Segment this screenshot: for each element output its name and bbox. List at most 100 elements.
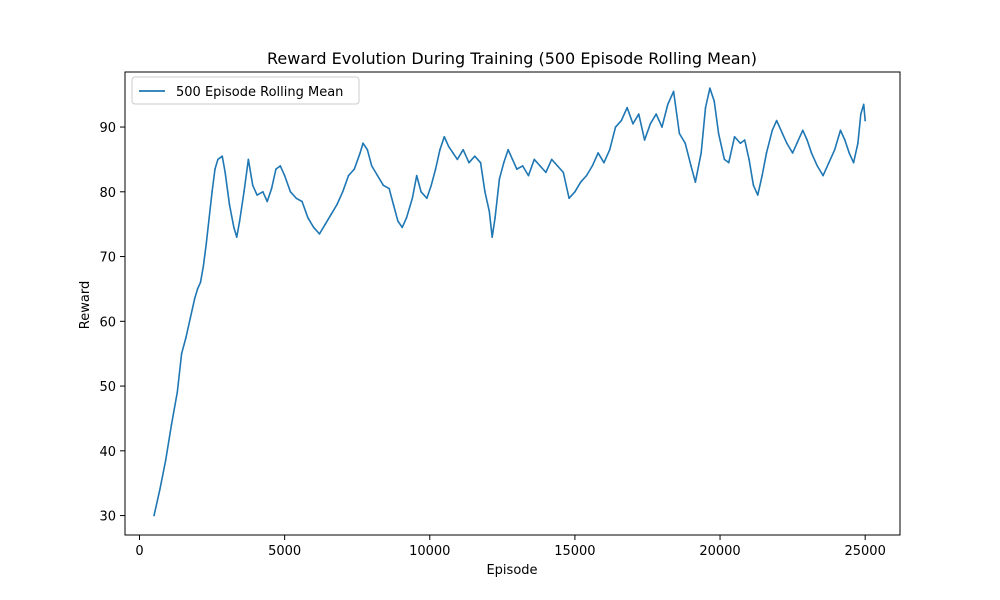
data-point: [491, 236, 493, 238]
data-point: [603, 161, 605, 164]
data-point: [844, 139, 846, 141]
data-point: [405, 216, 408, 219]
axes-frame: [124, 71, 901, 536]
data-point: [666, 103, 669, 106]
data-point: [159, 488, 161, 491]
data-point: [270, 187, 273, 190]
data-point: [208, 216, 210, 219]
data-point: [388, 187, 390, 190]
data-point: [473, 155, 476, 157]
data-point: [694, 181, 697, 183]
data-point: [224, 171, 226, 174]
data-point: [401, 226, 404, 229]
data-point: [568, 197, 570, 200]
data-point: [796, 142, 798, 145]
data-point: [312, 226, 315, 229]
data-point: [516, 168, 518, 170]
data-point: [690, 165, 692, 167]
data-point: [801, 129, 804, 132]
data-point: [620, 119, 623, 122]
data-point: [661, 126, 663, 128]
data-point: [864, 119, 866, 122]
data-point: [221, 155, 224, 157]
data-point: [781, 132, 784, 135]
data-point: [233, 226, 235, 229]
data-point: [649, 123, 652, 125]
data-point: [318, 233, 321, 235]
data-point: [655, 113, 657, 115]
data-point: [164, 459, 167, 462]
x-tick-label: 5000: [268, 544, 301, 559]
data-point: [199, 281, 202, 284]
data-point: [176, 391, 179, 394]
data-point: [452, 152, 454, 154]
data-point: [713, 100, 716, 102]
data-point: [833, 148, 836, 151]
data-point: [765, 152, 768, 154]
data-point: [376, 174, 379, 177]
data-point: [324, 223, 327, 225]
data-point: [791, 152, 794, 154]
data-point: [717, 132, 720, 135]
data-point: [196, 288, 199, 290]
x-axis-label: Episode: [486, 563, 537, 578]
data-point: [761, 174, 763, 177]
data-point: [153, 514, 155, 517]
data-point: [189, 317, 192, 319]
data-point: [228, 203, 231, 206]
data-point: [238, 220, 241, 222]
data-point: [392, 203, 395, 206]
data-point: [733, 135, 736, 138]
data-point: [700, 152, 702, 154]
data-point: [511, 158, 514, 161]
data-point: [397, 220, 399, 222]
data-point: [637, 113, 640, 115]
data-point: [330, 213, 332, 216]
chart-title: Reward Evolution During Training (500 Ep…: [267, 49, 757, 68]
data-point: [289, 191, 292, 193]
plot-layer: [153, 87, 866, 517]
axes-layer: 0 5000 10000 15000 20000 25000 30 40 50 60 70 80 90: [99, 71, 901, 559]
data-point: [295, 197, 298, 200]
data-point: [484, 191, 486, 193]
data-point: [256, 194, 258, 196]
data-point: [771, 129, 774, 132]
data-point: [456, 158, 459, 161]
data-point: [243, 191, 245, 193]
data-point: [214, 168, 216, 170]
data-point: [366, 148, 369, 151]
y-tick-label: 40: [99, 445, 116, 460]
data-point: [810, 152, 813, 154]
data-point: [494, 216, 496, 219]
data-point: [420, 191, 422, 193]
data-point: [852, 161, 855, 164]
data-point: [247, 158, 250, 161]
data-point: [362, 142, 364, 145]
x-tick-label: 15000: [554, 544, 595, 559]
x-tick-label: 25000: [844, 544, 885, 559]
y-tick-label: 80: [99, 186, 116, 201]
data-point: [848, 152, 850, 154]
data-point: [507, 148, 509, 151]
data-point: [579, 181, 582, 183]
x-tick-label: 0: [135, 544, 143, 559]
data-point: [193, 297, 196, 300]
data-point: [185, 336, 187, 339]
legend: 500 Episode Rolling Mean: [131, 76, 360, 105]
data-point: [862, 103, 865, 106]
data-point: [775, 119, 778, 122]
data-point: [743, 139, 746, 141]
x-tick-label: 10000: [409, 544, 450, 559]
data-point: [672, 90, 675, 93]
data-point: [574, 191, 576, 193]
data-point: [205, 242, 208, 245]
data-point: [828, 161, 830, 164]
data-point: [857, 142, 859, 145]
y-axis-label: Reward: [78, 281, 93, 329]
data-point: [347, 174, 350, 177]
legend-box: [131, 76, 360, 105]
data-point: [235, 236, 238, 238]
data-point: [434, 168, 437, 170]
data-point: [266, 200, 269, 203]
